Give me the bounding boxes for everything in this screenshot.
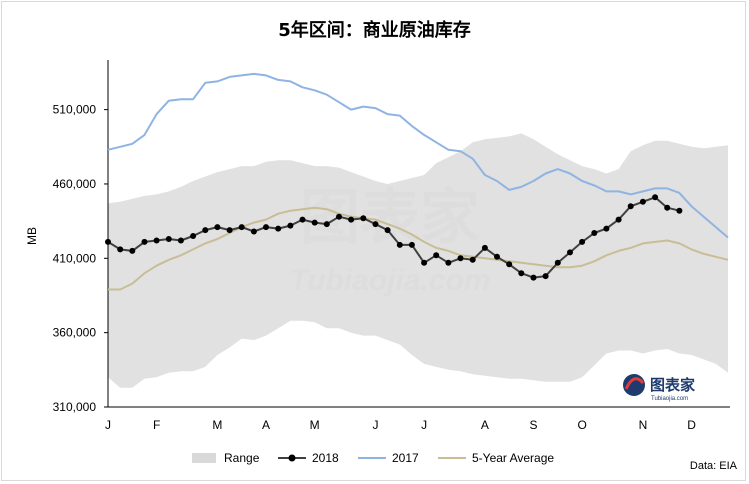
data-point-2018 <box>652 194 659 201</box>
y-tick-label: 460,000 <box>53 177 97 191</box>
data-point-2018 <box>190 233 197 239</box>
x-tick-label: M <box>310 418 320 432</box>
data-source: Data: EIA <box>689 460 737 472</box>
legend-swatch-range <box>192 453 216 463</box>
data-point-2018 <box>554 259 561 266</box>
data-point-2018 <box>457 255 464 262</box>
x-tick-label: F <box>153 418 160 432</box>
data-point-2018 <box>384 227 391 234</box>
legend-label-5yr: 5-Year Average <box>472 451 554 465</box>
data-point-2018 <box>676 207 683 214</box>
legend-marker-2018 <box>288 454 296 462</box>
data-point-2018 <box>287 222 294 229</box>
data-point-2018 <box>518 270 525 277</box>
y-tick-label: 310,000 <box>53 400 97 414</box>
data-point-2018 <box>579 238 586 245</box>
data-point-2018 <box>238 224 245 231</box>
data-point-2018 <box>275 225 282 232</box>
data-point-2018 <box>299 216 306 223</box>
data-point-2018 <box>177 237 184 244</box>
data-point-2018 <box>311 219 318 226</box>
x-tick-label: A <box>262 418 270 432</box>
data-point-2018 <box>639 198 646 205</box>
y-tick-label: 360,000 <box>53 326 97 340</box>
data-point-2018 <box>506 261 513 268</box>
series-line-5-year-average <box>108 206 729 291</box>
data-point-2018 <box>263 224 269 231</box>
y-axis-label: MB <box>25 227 39 245</box>
data-point-2018 <box>494 253 500 260</box>
logo-subtext: Tubiaojia.com <box>651 396 688 402</box>
data-point-2018 <box>627 203 634 210</box>
legend-label-2017: 2017 <box>392 451 419 465</box>
data-point-2018 <box>372 221 379 228</box>
series-line-2017 <box>107 72 729 239</box>
data-point-2018 <box>421 259 428 266</box>
logo: 图表家 Tubiaojia.com <box>623 374 695 402</box>
data-point-2018 <box>530 274 537 281</box>
x-tick-label: A <box>481 418 489 432</box>
data-point-2018 <box>433 252 440 259</box>
data-point-2018 <box>202 227 209 234</box>
legend-label-range: Range <box>224 451 260 465</box>
data-point-2018 <box>129 247 136 254</box>
x-tick-label: J <box>421 418 427 432</box>
x-tick-label: M <box>212 418 222 432</box>
data-point-2018 <box>214 224 221 231</box>
data-point-2018 <box>396 241 403 248</box>
data-point-2018 <box>445 259 452 266</box>
data-point-2018 <box>408 241 415 248</box>
data-point-2018 <box>165 236 172 242</box>
range-area <box>108 133 728 388</box>
data-point-2018 <box>348 216 355 223</box>
data-point-2018 <box>481 244 488 251</box>
data-point-2018 <box>153 237 160 244</box>
legend-label-2018: 2018 <box>312 451 339 465</box>
data-point-2018 <box>664 204 671 211</box>
data-point-2018 <box>360 215 367 222</box>
data-point-2018 <box>250 228 257 235</box>
data-point-2018 <box>567 249 573 256</box>
data-point-2018 <box>226 227 233 234</box>
x-tick-label: J <box>105 418 111 432</box>
x-tick-label: D <box>687 418 696 432</box>
x-tick-label: O <box>577 418 586 432</box>
data-point-2018 <box>542 273 549 280</box>
x-tick-label: N <box>639 418 648 432</box>
logo-text: 图表家 <box>650 376 695 394</box>
logo-mark-icon <box>623 374 645 396</box>
data-point-2018 <box>469 256 476 263</box>
y-tick-label: 510,000 <box>53 103 97 117</box>
x-tick-label: J <box>372 418 378 432</box>
data-point-2018 <box>323 221 330 228</box>
chart-title: 5年区间：商业原油库存 <box>278 20 471 41</box>
y-tick-label: 410,000 <box>53 251 97 265</box>
data-point-2018 <box>105 238 111 245</box>
data-point-2018 <box>615 216 622 223</box>
data-point-2018 <box>603 225 610 232</box>
logo-swoosh-icon <box>624 377 645 390</box>
data-point-2018 <box>591 230 598 236</box>
data-point-2018 <box>117 246 124 253</box>
data-point-2018 <box>141 238 148 245</box>
data-point-2018 <box>336 213 342 220</box>
x-tick-label: S <box>529 418 537 432</box>
